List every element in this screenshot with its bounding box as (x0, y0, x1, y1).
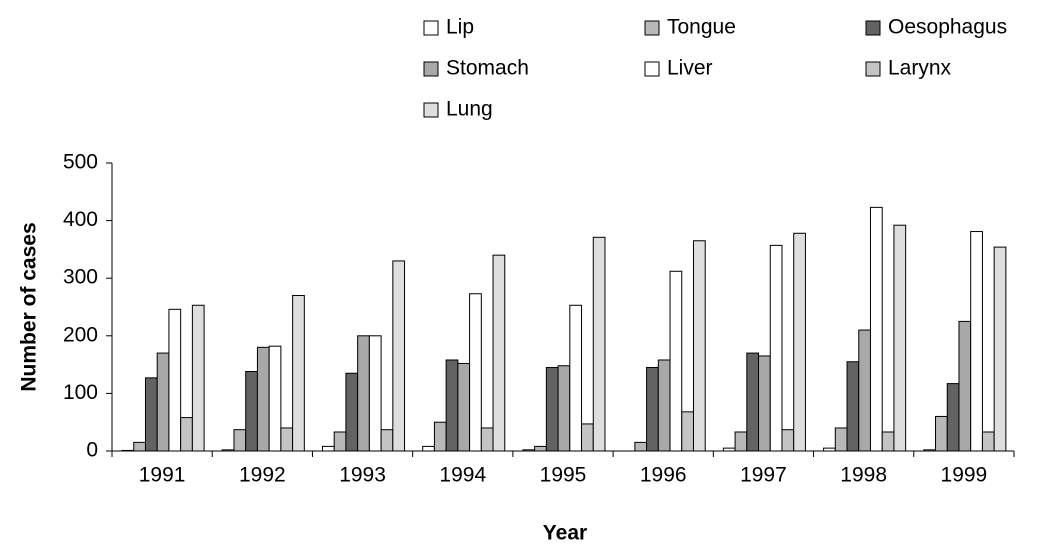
bar (168, 308, 182, 452)
bar (793, 232, 806, 452)
bar (846, 361, 860, 452)
bar (380, 429, 394, 452)
x-tick-label: 1995 (540, 464, 587, 487)
legend-label: Lung (446, 98, 493, 121)
bar (734, 431, 748, 452)
bar (256, 346, 270, 452)
legend-swatch (423, 20, 439, 36)
bar (657, 359, 671, 452)
bar (368, 335, 382, 452)
bar (746, 352, 760, 452)
bar (333, 431, 347, 452)
x-tick-label: 1997 (740, 464, 787, 487)
bar (781, 429, 795, 452)
legend-label: Lip (446, 16, 474, 39)
y-tick-label: 0 (86, 439, 98, 462)
bar (881, 431, 895, 452)
bar (758, 355, 771, 452)
bar (292, 294, 305, 452)
bar (993, 246, 1007, 452)
bar (669, 270, 683, 452)
y-tick-label: 200 (63, 323, 98, 346)
bar (869, 206, 883, 452)
bar (422, 445, 435, 452)
bar (958, 320, 972, 452)
bar (557, 365, 571, 452)
bar (433, 421, 447, 452)
bar (180, 417, 193, 452)
x-axis-title: Year (543, 522, 587, 545)
y-axis-title: Number of cases (18, 222, 41, 391)
legend-label: Oesophagus (888, 16, 1007, 39)
y-tick-label: 400 (63, 208, 98, 231)
y-tick-label: 500 (63, 151, 98, 174)
bar (834, 427, 848, 452)
x-tick-label: 1994 (439, 464, 486, 487)
y-tick-label: 300 (63, 266, 98, 289)
bar (156, 352, 170, 452)
bar (457, 362, 471, 452)
bar (280, 427, 294, 452)
legend-swatch (423, 61, 439, 77)
bar (469, 293, 482, 452)
bar (981, 431, 995, 452)
bar (769, 244, 783, 452)
bar (492, 254, 506, 452)
bar (581, 423, 594, 452)
bar (935, 415, 948, 452)
bar (392, 260, 406, 452)
bar (245, 371, 258, 452)
bar (893, 224, 907, 452)
x-tick-label: 1996 (640, 464, 687, 487)
bar (445, 359, 459, 452)
legend-label: Liver (667, 57, 713, 80)
y-tick-label: 100 (63, 381, 98, 404)
legend-swatch (644, 20, 660, 36)
legend-label: Tongue (667, 16, 736, 39)
bar (345, 372, 359, 452)
bar (534, 445, 547, 452)
x-tick-label: 1998 (840, 464, 887, 487)
bar (545, 366, 559, 452)
bar (592, 236, 606, 452)
bar (191, 304, 205, 452)
bar (233, 429, 247, 452)
legend-label: Stomach (446, 57, 529, 80)
bar (321, 445, 335, 452)
x-tick-label: 1992 (239, 464, 286, 487)
bar (692, 240, 706, 452)
bar (133, 441, 146, 452)
bar (634, 441, 648, 452)
bar (646, 366, 659, 452)
bar (681, 411, 694, 452)
legend-swatch (423, 102, 439, 118)
x-tick-label: 1993 (339, 464, 386, 487)
bar (970, 231, 983, 452)
bar (268, 345, 282, 452)
legend-label: Larynx (888, 57, 952, 80)
bar (357, 335, 370, 452)
x-tick-label: 1999 (941, 464, 988, 487)
bar (946, 383, 960, 452)
bar (569, 304, 583, 452)
x-tick-label: 1991 (139, 464, 186, 487)
legend-swatch (644, 61, 660, 77)
bar (858, 329, 871, 452)
bar (144, 377, 158, 452)
legend-swatch (865, 20, 881, 36)
legend-swatch (865, 61, 881, 77)
bar (480, 427, 494, 452)
